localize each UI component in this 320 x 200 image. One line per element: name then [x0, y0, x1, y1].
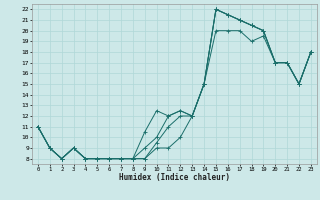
X-axis label: Humidex (Indice chaleur): Humidex (Indice chaleur) — [119, 173, 230, 182]
